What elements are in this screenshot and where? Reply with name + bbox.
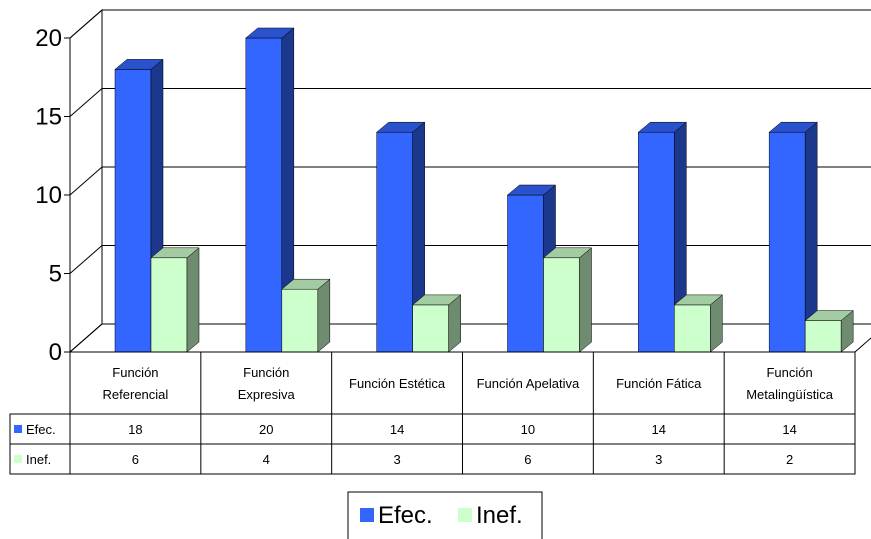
bar-front	[768, 131, 806, 353]
bar-top	[637, 121, 688, 133]
bar-top	[411, 294, 462, 306]
category-label-line: Función Estética	[349, 376, 446, 391]
data-label: 6	[132, 452, 139, 467]
series-key	[14, 425, 22, 433]
category-label-line: Expresiva	[238, 387, 296, 402]
data-label: 14	[782, 422, 796, 437]
bar-top	[542, 247, 593, 259]
gridline	[69, 166, 871, 196]
category-label-line: Función Apelativa	[477, 376, 580, 391]
gridline	[69, 323, 871, 353]
bar-top	[804, 310, 854, 321]
category-label-line: Función	[112, 365, 158, 380]
bar-side	[186, 247, 200, 353]
bar-front	[638, 131, 675, 353]
legend: Efec. Inef.	[347, 491, 543, 539]
category-label-line: Función	[766, 365, 812, 380]
bar-efec	[768, 121, 818, 353]
category-label-line: Referencial	[103, 387, 169, 402]
bar-inef	[150, 247, 200, 353]
bar-top	[506, 184, 557, 196]
bar-efec	[375, 121, 426, 353]
data-label: 14	[652, 422, 666, 437]
data-label: 6	[524, 452, 531, 467]
y-tick-label: 20	[35, 25, 62, 52]
series-label: Efec.	[26, 422, 56, 437]
bar-front	[245, 37, 283, 353]
bar-side	[579, 247, 592, 353]
y-tick-label: 5	[49, 261, 62, 288]
category-label-line: Función Fática	[616, 376, 702, 391]
bar-top	[245, 27, 295, 39]
legend-box	[347, 491, 543, 539]
bar-inef	[281, 278, 331, 353]
category-label: Función Metalingüística	[746, 365, 833, 402]
bar-front	[114, 69, 152, 353]
category-label: Función Expresiva	[238, 365, 296, 402]
bar-inef	[673, 294, 724, 353]
bar-top	[375, 121, 426, 133]
bar-inef	[542, 247, 593, 353]
legend-label: Efec.	[378, 502, 433, 529]
data-label: 14	[390, 422, 404, 437]
y-tick-label: 10	[35, 182, 62, 209]
category-label: Función Referencial	[103, 365, 169, 402]
gridline	[69, 9, 871, 39]
bar-front	[507, 194, 544, 353]
category-label: Función Apelativa	[477, 376, 580, 391]
data-label: 20	[259, 422, 273, 437]
data-label: 4	[263, 452, 270, 467]
bar-top	[768, 121, 818, 133]
y-axis: 0 5 10 15 20	[35, 25, 71, 366]
bar-top	[673, 294, 724, 306]
category-label-line: Función	[243, 365, 289, 380]
bar-top	[114, 59, 164, 70]
category-label-line: Metalingüística	[746, 387, 833, 402]
category-label: Función Fática	[616, 376, 702, 391]
bar-front	[150, 257, 188, 353]
data-label: 3	[393, 452, 400, 467]
bar-top	[281, 278, 331, 290]
bar-front	[376, 131, 413, 353]
bar-top	[150, 247, 200, 259]
legend-key	[458, 508, 472, 522]
y-tick-label: 15	[35, 104, 62, 131]
bar-inef	[804, 310, 854, 353]
bar-front	[674, 304, 711, 353]
data-label: 2	[786, 452, 793, 467]
data-label: 3	[655, 452, 662, 467]
bar-front	[412, 304, 449, 353]
bar-inef	[411, 294, 462, 353]
bar-side	[317, 278, 331, 353]
data-label: 18	[128, 422, 142, 437]
data-label: 10	[521, 422, 535, 437]
y-tick-label: 0	[49, 339, 62, 366]
bar-front	[281, 288, 319, 353]
gridlines	[69, 9, 871, 353]
category-label: Función Estética	[349, 376, 446, 391]
gridline	[69, 245, 871, 274]
legend-key	[360, 508, 374, 522]
legend-label: Inef.	[476, 502, 523, 529]
bar-front	[804, 320, 842, 353]
bar-efec	[245, 27, 295, 353]
bars	[114, 27, 854, 353]
bar-front	[543, 257, 580, 353]
series-key	[14, 455, 22, 463]
gridline	[69, 88, 871, 117]
series-label: Inef.	[26, 452, 51, 467]
